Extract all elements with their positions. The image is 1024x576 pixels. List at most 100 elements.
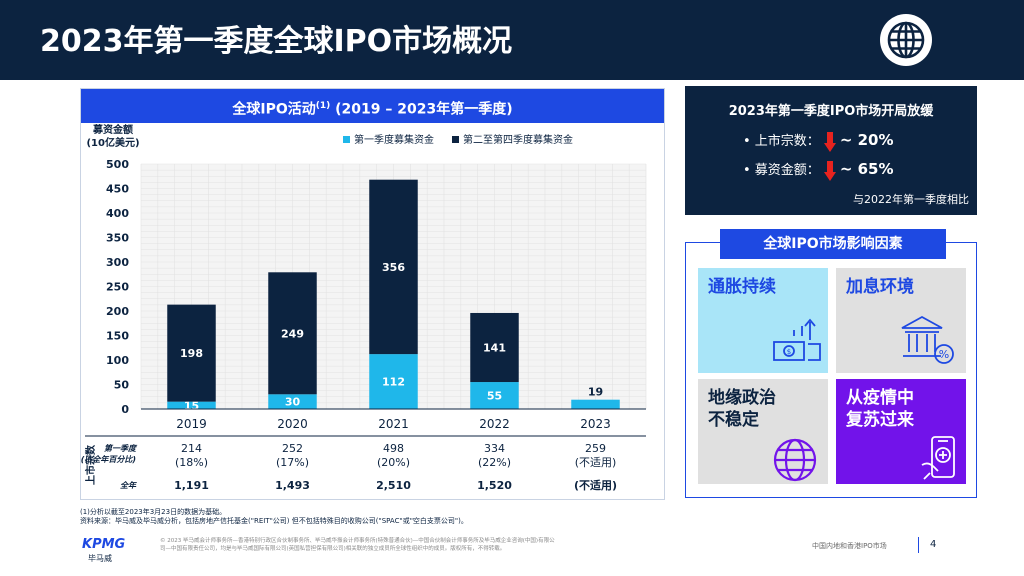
factors-header: 全球IPO市场影响因素 — [720, 229, 946, 259]
data-label: 112 — [382, 376, 405, 389]
table-side-label: 上市宗数 — [84, 444, 97, 485]
tile-pandemic-recovery-label: 从疫情中 复苏过来 — [846, 388, 914, 430]
stats-row-proceeds: • 募资金额： ~ 65% — [743, 159, 894, 181]
tile-interest-rate-label: 加息环境 — [846, 277, 914, 297]
chart-title: 全球IPO活动 — [232, 101, 316, 118]
y-tick-label: 500 — [106, 158, 129, 171]
legend-swatch — [452, 136, 459, 143]
ipo-bar-chart: 募资金额(10亿美元) 0 50 100 150 200 250 300 350 400 450 50… — [81, 123, 647, 492]
footnotes: (1)分析以截至2023年3月23日的数据为基础。 资料来源：毕马威及毕马威分析… — [80, 508, 468, 526]
bar-segment — [470, 382, 519, 409]
tile-geopolitics-label: 地缘政治 不稳定 — [708, 388, 776, 430]
table-q1-sublabel: (占全年百分比) — [81, 454, 136, 464]
stats-title: 2023年第一季度IPO市场开局放缓 — [728, 104, 934, 119]
page-number: 4 — [930, 539, 937, 550]
chart-header: 全球IPO活动(1) (2019 – 2023年第一季度) — [81, 89, 664, 123]
table-full-label: 全年 — [120, 480, 137, 490]
footer-divider — [918, 537, 919, 553]
stats-box: 2023年第一季度IPO市场开局放缓 • 上市宗数： ~ 20% • 募资金额： ~… — [685, 86, 977, 215]
table-q1-percent: (18%) — [175, 456, 208, 469]
kpmg-logo: KPMG — [82, 537, 126, 552]
bar-segment — [268, 394, 317, 409]
chart-title-range: (2019 – 2023年第一季度) — [330, 101, 513, 118]
y-axis-unit: (10亿美元) — [86, 136, 139, 149]
table-full-count: 2,510 — [376, 479, 411, 492]
y-tick-label: 150 — [106, 330, 129, 343]
tile-interest-rate: 加息环境 % — [836, 268, 966, 373]
table-full-count: (不适用) — [574, 478, 617, 492]
down-arrow-icon — [823, 160, 836, 181]
bar-segment — [167, 401, 216, 409]
tile-geopolitics: 地缘政治 不稳定 — [698, 379, 828, 484]
y-tick-label: 300 — [106, 256, 129, 269]
table-full-count: 1,520 — [477, 479, 512, 492]
factors-box: 全球IPO市场影响因素 通胀持续 $ 加息环境 — [685, 229, 977, 498]
bar-segment — [268, 272, 317, 395]
bar-segment — [369, 179, 418, 355]
bar-segment — [167, 304, 216, 402]
stats-footer: 与2022年第一季度相比 — [853, 193, 969, 206]
globe-icon — [880, 14, 932, 66]
svg-text:%: % — [939, 348, 949, 361]
y-tick-label: 200 — [106, 305, 129, 318]
y-tick-label: 100 — [106, 354, 129, 367]
table-q1-percent: (17%) — [276, 456, 309, 469]
table-q1-percent: (不适用) — [575, 456, 617, 469]
table-q1-count: 259 — [585, 442, 606, 455]
tile-inflation: 通胀持续 $ — [698, 268, 828, 373]
data-label: 356 — [382, 261, 405, 274]
data-label: 249 — [281, 327, 304, 340]
data-label: 198 — [180, 347, 203, 360]
footnote-1: (1)分析以截至2023年3月23日的数据为基础。 — [80, 508, 227, 516]
y-tick-label: 250 — [106, 281, 129, 294]
footnote-source: 资料来源：毕马威及毕马威分析，包括房地产信托基金("REIT"公司) 但不包括特… — [80, 517, 468, 525]
x-tick-label: 2019 — [176, 417, 207, 431]
y-tick-label: 0 — [121, 403, 129, 416]
legend-label: 第二至第四季度募集资金 — [463, 133, 573, 146]
y-tick-label: 50 — [114, 379, 130, 392]
data-label: 19 — [588, 386, 603, 399]
bar-segment — [571, 399, 620, 409]
globe-icon — [773, 438, 817, 482]
stats-proceeds-label: • 募资金额： — [743, 163, 820, 178]
table-q1-count: 214 — [181, 442, 202, 455]
legend-swatch — [343, 136, 350, 143]
legend-label: 第一季度募集资金 — [354, 133, 434, 146]
chart-title-sup: (1) — [315, 101, 331, 111]
stats-proceeds-value: ~ 65% — [839, 160, 894, 178]
money-growth-icon: $ — [773, 318, 821, 361]
stats-listings-value: ~ 20% — [839, 131, 894, 149]
data-label: 55 — [487, 390, 502, 403]
y-tick-label: 400 — [106, 207, 129, 220]
stats-listings-label: • 上市宗数： — [743, 134, 820, 149]
chart-panel: 全球IPO活动(1) (2019 – 2023年第一季度) 募资金额 (10亿美元… — [80, 88, 665, 500]
table-q1-count: 498 — [383, 442, 404, 455]
footer-section: 中国内地和香港IPO市场 — [812, 542, 887, 550]
x-tick-label: 2020 — [277, 417, 308, 431]
bar-segment — [369, 354, 418, 409]
title-bar: 2023年第一季度全球IPO市场概况 — [0, 0, 1024, 80]
x-tick-label: 2021 — [378, 417, 409, 431]
x-tick-label: 2022 — [479, 417, 510, 431]
stats-row-listings: • 上市宗数： ~ 20% — [743, 130, 894, 152]
tile-inflation-label: 通胀持续 — [708, 277, 776, 297]
table-q1-percent: (22%) — [478, 456, 511, 469]
kpmg-logo-cn: 毕马威 — [88, 554, 112, 563]
table-full-count: 1,191 — [174, 479, 209, 492]
bar-segment — [470, 312, 519, 383]
down-arrow-icon — [823, 131, 836, 152]
bank-percent-icon: % — [901, 315, 954, 364]
table-q1-count: 334 — [484, 442, 505, 455]
table-q1-percent: (20%) — [377, 456, 410, 469]
y-tick-label: 350 — [106, 232, 129, 245]
data-label: 141 — [483, 342, 506, 355]
y-tick-label: 450 — [106, 183, 129, 196]
medical-phone-icon — [921, 436, 955, 480]
copyright: © 2023 毕马威会计师事务所—香港特别行政区合伙制事务所、毕马威华振会计师事… — [160, 538, 555, 552]
y-axis-title: 募资金额 — [92, 123, 133, 136]
table-full-count: 1,493 — [275, 479, 310, 492]
x-tick-label: 2023 — [580, 417, 611, 431]
table-q1-label: 第一季度 — [104, 444, 138, 453]
table-q1-count: 252 — [282, 442, 303, 455]
